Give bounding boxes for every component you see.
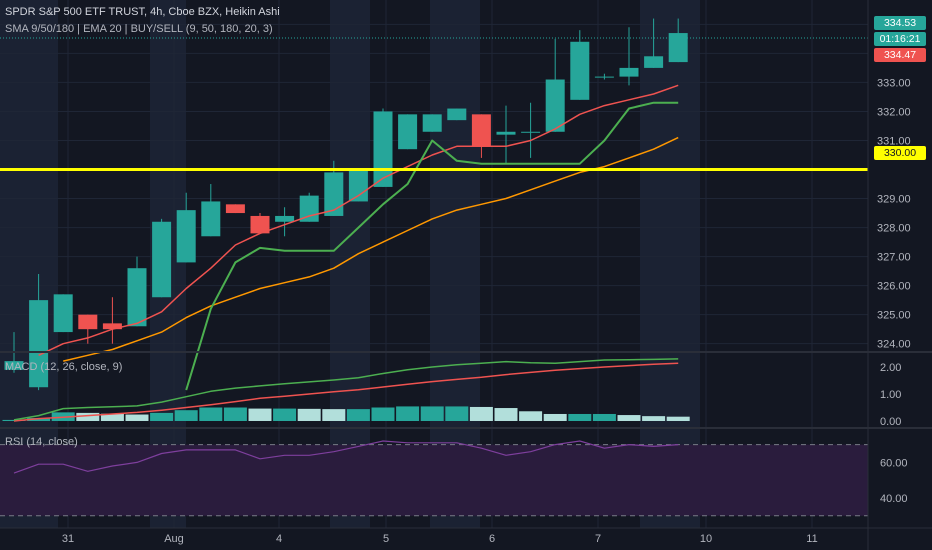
macd-histogram-bar [592, 413, 616, 421]
macd-histogram-bar [322, 409, 346, 421]
price-tick-label: 326.00 [877, 281, 911, 293]
macd-histogram-bar [273, 408, 297, 421]
macd-histogram-bar [174, 410, 198, 421]
candle-body[interactable] [521, 131, 541, 133]
price-pane [0, 18, 932, 429]
price-tick-label: 327.00 [877, 252, 911, 264]
candle-body[interactable] [619, 67, 639, 77]
candle-body[interactable] [250, 215, 270, 234]
rsi-legend[interactable]: RSI (14, close) [5, 436, 78, 448]
candle-body[interactable] [398, 114, 418, 150]
candle-body[interactable] [152, 221, 172, 298]
candle-body[interactable] [225, 204, 245, 214]
candle-body[interactable] [570, 41, 590, 100]
macd-histogram-bar [420, 406, 444, 421]
sma-50-line [185, 101, 679, 391]
candle-body[interactable] [422, 114, 442, 132]
rsi-line [13, 440, 679, 474]
macd-histogram-bar [150, 412, 174, 421]
time-tick-label: 31 [62, 533, 74, 545]
sma-value-badge: 334.47 [874, 48, 926, 62]
candle-body[interactable] [4, 361, 24, 370]
macd-histogram-bar [346, 409, 370, 421]
macd-signal-line [13, 362, 679, 422]
candle-body[interactable] [545, 79, 565, 132]
macd-histogram-bar [100, 413, 124, 421]
macd-histogram-bar [223, 407, 247, 421]
price-tick-label: 328.00 [877, 223, 911, 235]
candle-body[interactable] [668, 33, 688, 63]
time-tick-label: 4 [276, 533, 282, 545]
rsi-band-fill [0, 444, 868, 516]
price-tick-label: 333.00 [877, 77, 911, 89]
macd-histogram-bar [666, 416, 690, 421]
macd-histogram-bar [642, 416, 666, 421]
candle-body[interactable] [102, 323, 122, 330]
countdown-badge: 01:16:21 [874, 32, 926, 46]
sma-9-line [38, 84, 679, 356]
macd-histogram-bar [125, 414, 149, 421]
candle-body[interactable] [201, 201, 221, 237]
session-band [330, 0, 370, 528]
session-band [0, 0, 58, 528]
session-band [430, 0, 480, 528]
candle-body[interactable] [348, 169, 368, 202]
time-tick-label: 11 [806, 533, 817, 545]
candle-body[interactable] [176, 210, 196, 263]
macd-line [13, 358, 679, 421]
candle-body[interactable] [127, 268, 147, 327]
macd-histogram-bar [469, 406, 493, 421]
candle-body[interactable] [275, 215, 295, 222]
rsi-tick-label: 60.00 [880, 457, 908, 469]
time-tick-label: Aug [164, 533, 184, 545]
macd-histogram-bar [617, 415, 641, 421]
macd-legend[interactable]: MACD (12, 26, close, 9) [5, 361, 123, 373]
ema-20-line [63, 136, 679, 362]
macd-histogram-bar [27, 418, 51, 421]
session-bands [0, 0, 700, 528]
macd-histogram-bar [199, 407, 223, 421]
macd-histogram-bar [568, 413, 592, 421]
candle-body[interactable] [594, 76, 614, 78]
price-tick-label: 332.00 [877, 106, 911, 118]
last-price-badge: 334.53 [874, 16, 926, 30]
macd-histogram-bar [445, 406, 469, 421]
candle-body[interactable] [324, 172, 344, 216]
time-axis[interactable]: 31 Aug 4 5 6 7 10 11 [0, 527, 932, 545]
time-tick-label: 5 [383, 533, 389, 545]
chart-title: SPDR S&P 500 ETF TRUST, 4h, Cboe BZX, He… [5, 6, 280, 18]
price-tick-label: 325.00 [877, 310, 911, 322]
candle-body[interactable] [78, 314, 98, 330]
macd-histogram-bar [76, 412, 100, 421]
candle-body[interactable] [53, 294, 73, 333]
indicator-legend[interactable]: SMA 9/50/180 | EMA 20 | BUY/SELL (9, 50,… [5, 23, 273, 35]
macd-histogram-bar [519, 411, 543, 421]
level-badge: 330.00 [874, 146, 926, 160]
price-tick-label: 331.00 [877, 135, 911, 147]
candle-body[interactable] [471, 114, 491, 147]
time-tick-label: 10 [700, 533, 712, 545]
grid-lines [0, 0, 868, 528]
candle-body[interactable] [644, 56, 664, 68]
macd-histogram-bar [371, 407, 395, 421]
time-tick-label: 6 [489, 533, 495, 545]
rsi-tick-label: 40.00 [880, 493, 908, 505]
macd-pane [2, 358, 690, 422]
macd-tick-label: 0.00 [880, 416, 901, 428]
rsi-pane [0, 440, 868, 517]
candle-body[interactable] [447, 108, 467, 121]
price-tick-label: 324.00 [877, 339, 911, 351]
macd-histogram-bar [248, 408, 272, 421]
price-tick-label: 329.00 [877, 194, 911, 206]
time-tick-label: 7 [595, 533, 601, 545]
macd-tick-label: 2.00 [880, 362, 901, 374]
macd-histogram-bar [396, 406, 420, 421]
macd-tick-label: 1.00 [880, 389, 901, 401]
macd-histogram-bar [494, 408, 518, 421]
macd-histogram-bar [297, 408, 321, 421]
candle-body[interactable] [496, 131, 516, 135]
macd-histogram-bar [543, 413, 567, 421]
candle-body[interactable] [29, 300, 49, 388]
